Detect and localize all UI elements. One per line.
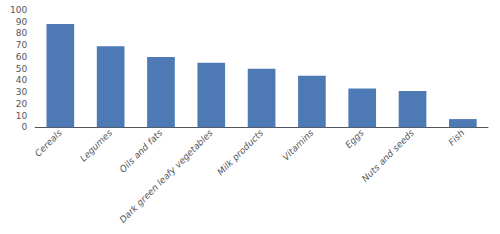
svg-text:50: 50 xyxy=(16,64,28,74)
svg-text:20: 20 xyxy=(16,99,28,109)
svg-text:30: 30 xyxy=(16,87,28,97)
svg-text:Vitamins: Vitamins xyxy=(281,128,316,163)
svg-text:40: 40 xyxy=(16,75,28,85)
svg-text:80: 80 xyxy=(16,28,28,38)
svg-text:Fish: Fish xyxy=(447,128,467,148)
svg-text:10: 10 xyxy=(16,111,28,121)
svg-text:Nuts and seeds: Nuts and seeds xyxy=(360,128,416,184)
svg-text:100: 100 xyxy=(10,5,27,15)
svg-text:Eggs: Eggs xyxy=(343,128,366,151)
svg-text:Milk products: Milk products xyxy=(215,128,265,178)
svg-text:Cereals: Cereals xyxy=(33,128,64,159)
svg-text:90: 90 xyxy=(16,17,28,27)
svg-text:Oils and fats: Oils and fats xyxy=(118,128,165,175)
svg-text:60: 60 xyxy=(16,52,28,62)
svg-text:70: 70 xyxy=(16,40,28,50)
svg-text:Dark green leafy vegetables: Dark green leafy vegetables xyxy=(118,128,215,225)
svg-text:Legumes: Legumes xyxy=(78,128,114,164)
svg-text:0: 0 xyxy=(21,122,27,132)
